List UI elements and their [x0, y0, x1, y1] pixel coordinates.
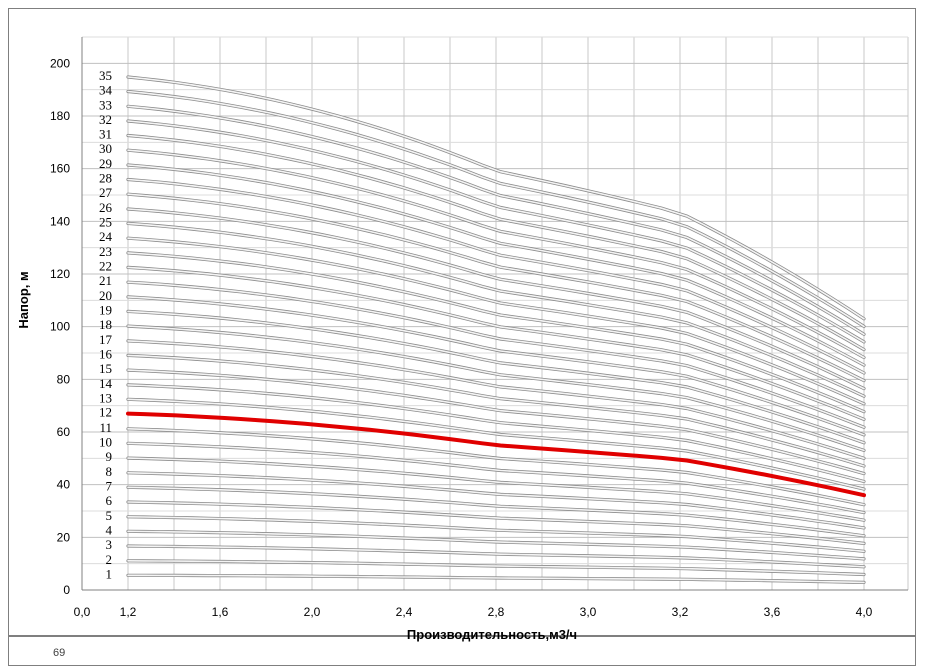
pump-curve-23	[127, 252, 865, 413]
curve-label-31: 31	[99, 126, 112, 141]
pump-curve-2	[127, 560, 865, 576]
pump-curve-chart: 1234567891011121314151617181920212223242…	[16, 36, 909, 642]
curve-label-11: 11	[99, 420, 112, 435]
y-tick-label: 100	[50, 320, 70, 334]
x-tick-label: 2,4	[396, 605, 413, 619]
pump-curve-15	[127, 369, 865, 475]
x-tick-label: 4,0	[856, 605, 873, 619]
pump-curve-31	[127, 134, 865, 351]
curve-label-19: 19	[99, 302, 112, 317]
pump-curve-12-highlight	[126, 411, 866, 498]
curve-label-23: 23	[99, 244, 112, 259]
curve-label-28: 28	[99, 170, 112, 185]
pump-curve-35	[127, 76, 865, 320]
pump-curve-6	[127, 501, 865, 545]
y-tick-label: 20	[57, 530, 71, 544]
x-tick-label: 1,6	[212, 605, 229, 619]
pump-curve-17	[127, 340, 865, 460]
curve-label-13: 13	[99, 390, 112, 405]
curve-label-25: 25	[99, 214, 112, 229]
pump-curve-18	[127, 325, 865, 452]
pump-curve-30	[127, 149, 865, 359]
curve-label-21: 21	[99, 273, 112, 288]
pump-curve-22	[127, 266, 865, 421]
y-tick-label: 180	[50, 109, 70, 123]
y-tick-label: 40	[57, 478, 71, 492]
x-tick-label: 0,0	[74, 605, 91, 619]
curve-label-27: 27	[99, 185, 113, 200]
pump-curve-20	[127, 296, 865, 436]
pump-curve-9	[127, 457, 865, 521]
pump-curve-14	[127, 384, 865, 483]
pump-curve-27	[127, 193, 865, 382]
curve-label-29: 29	[99, 156, 112, 171]
curve-label-12: 12	[99, 405, 112, 420]
pump-curve-19	[127, 310, 865, 444]
x-axis-title: Производительность,м3/ч	[407, 627, 577, 642]
x-tick-label: 1,2	[120, 605, 137, 619]
curve-label-7: 7	[106, 478, 113, 493]
x-tick-label: 2,0	[304, 605, 321, 619]
curve-label-33: 33	[99, 97, 112, 112]
curve-label-18: 18	[99, 317, 112, 332]
curve-label-9: 9	[106, 449, 113, 464]
x-tick-label: 3,2	[672, 605, 689, 619]
curve-label-4: 4	[106, 522, 113, 537]
pump-curve-5	[127, 516, 865, 553]
curve-label-24: 24	[99, 229, 113, 244]
pump-curve-26	[127, 208, 865, 390]
y-tick-label: 140	[50, 214, 70, 228]
curve-label-35: 35	[99, 68, 112, 83]
curve-label-22: 22	[99, 258, 112, 273]
curve-label-1: 1	[106, 566, 113, 581]
pump-curve-7	[127, 486, 865, 537]
curve-label-14: 14	[99, 376, 113, 391]
curve-label-32: 32	[99, 112, 112, 127]
pump-curve-13	[127, 398, 865, 490]
pump-curve-21	[127, 281, 865, 429]
curve-label-17: 17	[99, 332, 113, 347]
y-tick-label: 120	[50, 267, 70, 281]
pump-curve-10	[127, 442, 865, 514]
y-tick-label: 160	[50, 162, 70, 176]
y-tick-label: 200	[50, 56, 70, 70]
pump-curve-29	[127, 164, 865, 366]
curve-label-15: 15	[99, 361, 112, 376]
curve-label-30: 30	[99, 141, 112, 156]
curve-label-20: 20	[99, 288, 112, 303]
curve-label-10: 10	[99, 434, 112, 449]
pump-curve-34	[127, 90, 865, 328]
pump-curve-28	[127, 178, 865, 374]
pump-curve-3	[127, 545, 865, 568]
y-tick-label: 60	[57, 425, 71, 439]
pump-curve-33	[127, 105, 865, 336]
y-tick-label: 80	[57, 372, 71, 386]
pump-curve-1	[127, 574, 865, 584]
x-tick-label: 3,0	[580, 605, 597, 619]
pump-curve-8	[127, 472, 865, 529]
curve-label-8: 8	[106, 464, 113, 479]
y-axis-title: Напор, м	[16, 271, 31, 328]
x-tick-label: 3,6	[764, 605, 781, 619]
curve-label-2: 2	[106, 552, 113, 567]
pump-curve-16	[127, 354, 865, 467]
pump-curve-25	[127, 222, 865, 397]
curve-label-5: 5	[106, 508, 113, 523]
curve-labels: 1234567891011121314151617181920212223242…	[99, 68, 113, 581]
curve-label-16: 16	[99, 346, 113, 361]
pump-curve-24	[127, 237, 865, 405]
curve-label-26: 26	[99, 200, 113, 215]
pump-curve-4	[127, 530, 865, 560]
pump-curves	[126, 75, 866, 584]
curve-label-3: 3	[106, 537, 113, 552]
curve-label-6: 6	[106, 493, 113, 508]
curve-label-34: 34	[99, 83, 113, 98]
pump-curve-11	[127, 428, 865, 506]
x-tick-label: 2,8	[488, 605, 505, 619]
pump-curve-32	[127, 120, 865, 343]
y-tick-label: 0	[63, 583, 70, 597]
